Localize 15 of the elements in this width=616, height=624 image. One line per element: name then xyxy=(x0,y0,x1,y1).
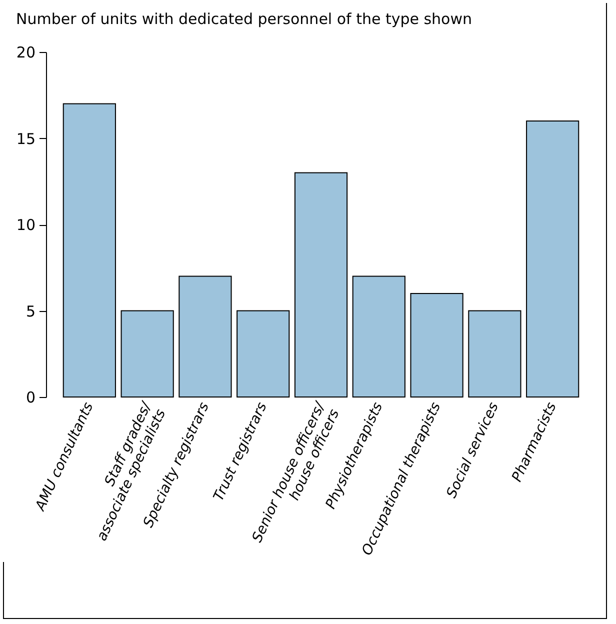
bar xyxy=(62,103,116,398)
bar xyxy=(294,172,348,398)
bar xyxy=(120,310,174,398)
y-tick-label: 5 xyxy=(26,302,36,320)
bar xyxy=(236,310,290,398)
bar xyxy=(526,120,580,398)
bar xyxy=(352,276,406,398)
y-tick-label: 10 xyxy=(16,216,36,234)
y-tick-label: 20 xyxy=(16,44,36,62)
chart-title: Number of units with dedicated personnel of the type shown xyxy=(16,10,472,28)
y-tick-label: 0 xyxy=(26,388,36,406)
bar xyxy=(410,293,464,398)
y-tick-label: 15 xyxy=(16,130,36,148)
bar xyxy=(468,310,522,398)
bar xyxy=(178,276,232,398)
